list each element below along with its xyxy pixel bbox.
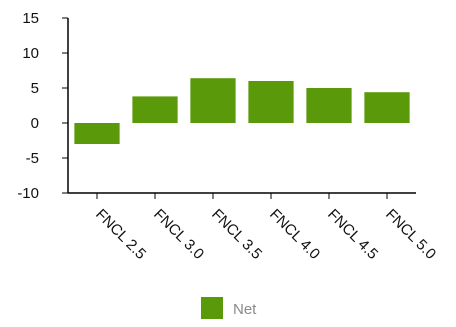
bar-fncl-3-5 (190, 78, 236, 123)
x-tick-label: FNCL 4.0 (266, 206, 323, 263)
y-axis: 15 10 5 0 -5 -10 (17, 10, 69, 202)
y-tick-label: -5 (26, 150, 39, 167)
y-tick-label: 10 (22, 45, 39, 62)
bars (74, 78, 410, 144)
legend: Net (201, 297, 257, 319)
x-tick-label: FNCL 3.0 (150, 206, 207, 263)
bar-fncl-3-0 (132, 96, 178, 123)
y-tick-label: -10 (17, 185, 39, 202)
bar-fncl-4-5 (306, 88, 352, 123)
y-tick-label: 0 (31, 115, 39, 132)
legend-swatch-net (201, 297, 223, 319)
bar-fncl-5-0 (364, 92, 410, 123)
y-tick-label: 15 (22, 10, 39, 27)
x-tick-label: FNCL 5.0 (382, 206, 439, 263)
x-axis: FNCL 2.5 FNCL 3.0 FNCL 3.5 FNCL 4.0 FNCL 4.5… (68, 192, 439, 263)
bar-fncl-2-5 (74, 123, 120, 144)
y-tick-label: 5 (31, 80, 39, 97)
legend-label-net: Net (233, 301, 257, 318)
x-tick-label: FNCL 3.5 (208, 206, 265, 263)
x-tick-label: FNCL 4.5 (324, 206, 381, 263)
bar-fncl-4-0 (248, 81, 294, 123)
x-tick-label: FNCL 2.5 (92, 206, 149, 263)
